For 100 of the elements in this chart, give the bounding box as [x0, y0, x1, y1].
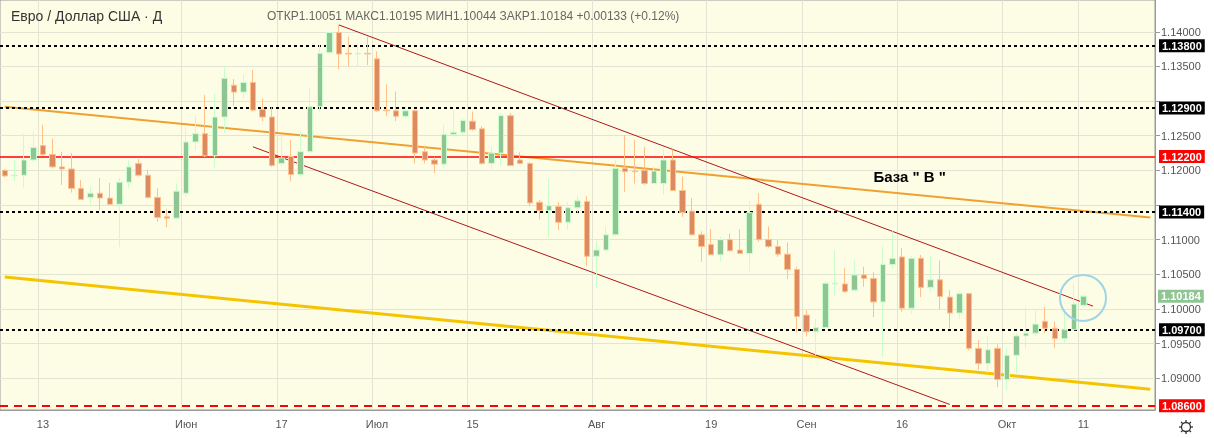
candlestick: [574, 195, 581, 214]
candlestick: [507, 112, 514, 167]
candlestick: [97, 177, 103, 211]
candlestick: [59, 151, 65, 186]
candlestick: [1042, 306, 1048, 334]
candlestick: [269, 106, 275, 168]
candlestick: [402, 105, 409, 119]
x-tick-label: 15: [466, 417, 479, 430]
candlestick: [985, 335, 991, 374]
candlestick: [460, 117, 466, 136]
candlestick: [927, 255, 934, 293]
candlestick: [689, 197, 695, 236]
y-tick-label: 1.11000: [1161, 233, 1200, 246]
candlestick: [679, 176, 686, 218]
candlestick: [49, 138, 56, 169]
candlestick: [87, 185, 94, 205]
candlestick: [202, 94, 208, 158]
candlestick: [326, 31, 333, 55]
text: ОТКР1.10051 МАКС1.10195 МИН1.10044 ЗАКР1.10184 +0.00133 (+0.12%): [267, 9, 680, 23]
candlestick: [11, 159, 18, 182]
candlestick: [727, 232, 733, 252]
candlestick: [593, 240, 600, 289]
text: Евро / Доллар США · Д: [11, 8, 163, 24]
candlestick: [135, 158, 142, 178]
candlestick: [889, 230, 896, 270]
candlestick: [622, 134, 628, 193]
candlestick: [145, 169, 151, 200]
ref-line-label: 1.09700: [1162, 323, 1202, 336]
candlestick: [164, 208, 170, 228]
candlestick: [412, 108, 418, 164]
candlestick: [2, 168, 8, 178]
y-tick-label: 1.10000: [1161, 302, 1201, 315]
candlestick: [183, 126, 189, 198]
candlestick: [603, 225, 609, 252]
ref-line-label: 1.11400: [1162, 205, 1202, 218]
candlestick: [660, 147, 667, 196]
candlestick: [956, 291, 963, 320]
candlestick: [154, 187, 161, 223]
candlestick: [422, 146, 428, 164]
ref-line-label: 1.12900: [1162, 102, 1202, 115]
candlestick: [698, 230, 705, 263]
candlestick: [192, 115, 199, 151]
candlestick: [355, 42, 361, 67]
candlestick: [68, 152, 75, 194]
text: 1.10184: [1161, 290, 1202, 303]
candlestick: [536, 199, 543, 221]
candlestick: [259, 97, 266, 122]
candlestick: [297, 131, 304, 178]
ref-line-label: 1.13800: [1162, 39, 1202, 52]
annotation: База " В ": [873, 167, 946, 185]
candlestick: [240, 73, 247, 99]
y-tick-label: 1.09000: [1161, 372, 1201, 385]
candlestick: [584, 195, 590, 267]
candlestick: [708, 228, 714, 256]
candlestick: [937, 259, 943, 311]
candlestick: [756, 192, 762, 243]
x-tick-label: Окт: [997, 417, 1017, 430]
candlestick: [498, 112, 504, 167]
x-tick-label: 16: [895, 417, 909, 430]
candlestick: [947, 289, 953, 329]
ref-line-label: 1.12200: [1162, 150, 1202, 163]
candlestick: [374, 50, 380, 113]
candlestick: [966, 292, 972, 351]
candlestick: [880, 246, 886, 358]
candlestick: [737, 228, 743, 255]
candlestick: [746, 201, 753, 272]
candlestick: [822, 280, 829, 329]
candlestick: [775, 239, 781, 258]
candlestick: [784, 241, 791, 280]
candlestick: [30, 131, 37, 163]
candlestick: [40, 124, 46, 157]
candlestick: [851, 259, 858, 292]
candlestick: [107, 182, 113, 206]
x-tick-label: Авг: [587, 417, 606, 430]
candlestick: [832, 249, 838, 297]
y-tick-label: 1.10500: [1161, 268, 1201, 281]
candlestick: [794, 266, 800, 333]
candlestick: [126, 160, 132, 189]
candlestick: [527, 161, 533, 207]
x-tick-label: Июл: [365, 417, 389, 430]
y-tick-label: 1.14000: [1161, 25, 1201, 38]
candlestick: [450, 109, 457, 136]
y-tick-label: 1.12000: [1161, 164, 1201, 177]
candlestick: [641, 146, 648, 186]
candlestick: [345, 36, 352, 67]
candlestick: [441, 124, 447, 169]
candlestick: [317, 44, 323, 112]
candlestick: [899, 247, 905, 313]
candlestick: [717, 236, 724, 263]
candlestick: [555, 201, 562, 231]
candlestick: [212, 93, 218, 169]
candlestick: [612, 159, 619, 237]
candlestick: [488, 145, 495, 170]
x-tick-label: 19: [705, 417, 718, 430]
y-tick-label: 1.13500: [1161, 60, 1201, 73]
candlestick: [908, 255, 915, 315]
candlestick: [1052, 320, 1058, 349]
candlestick: [336, 24, 342, 70]
candlestick: [813, 318, 819, 356]
candlestick: [1004, 347, 1010, 392]
